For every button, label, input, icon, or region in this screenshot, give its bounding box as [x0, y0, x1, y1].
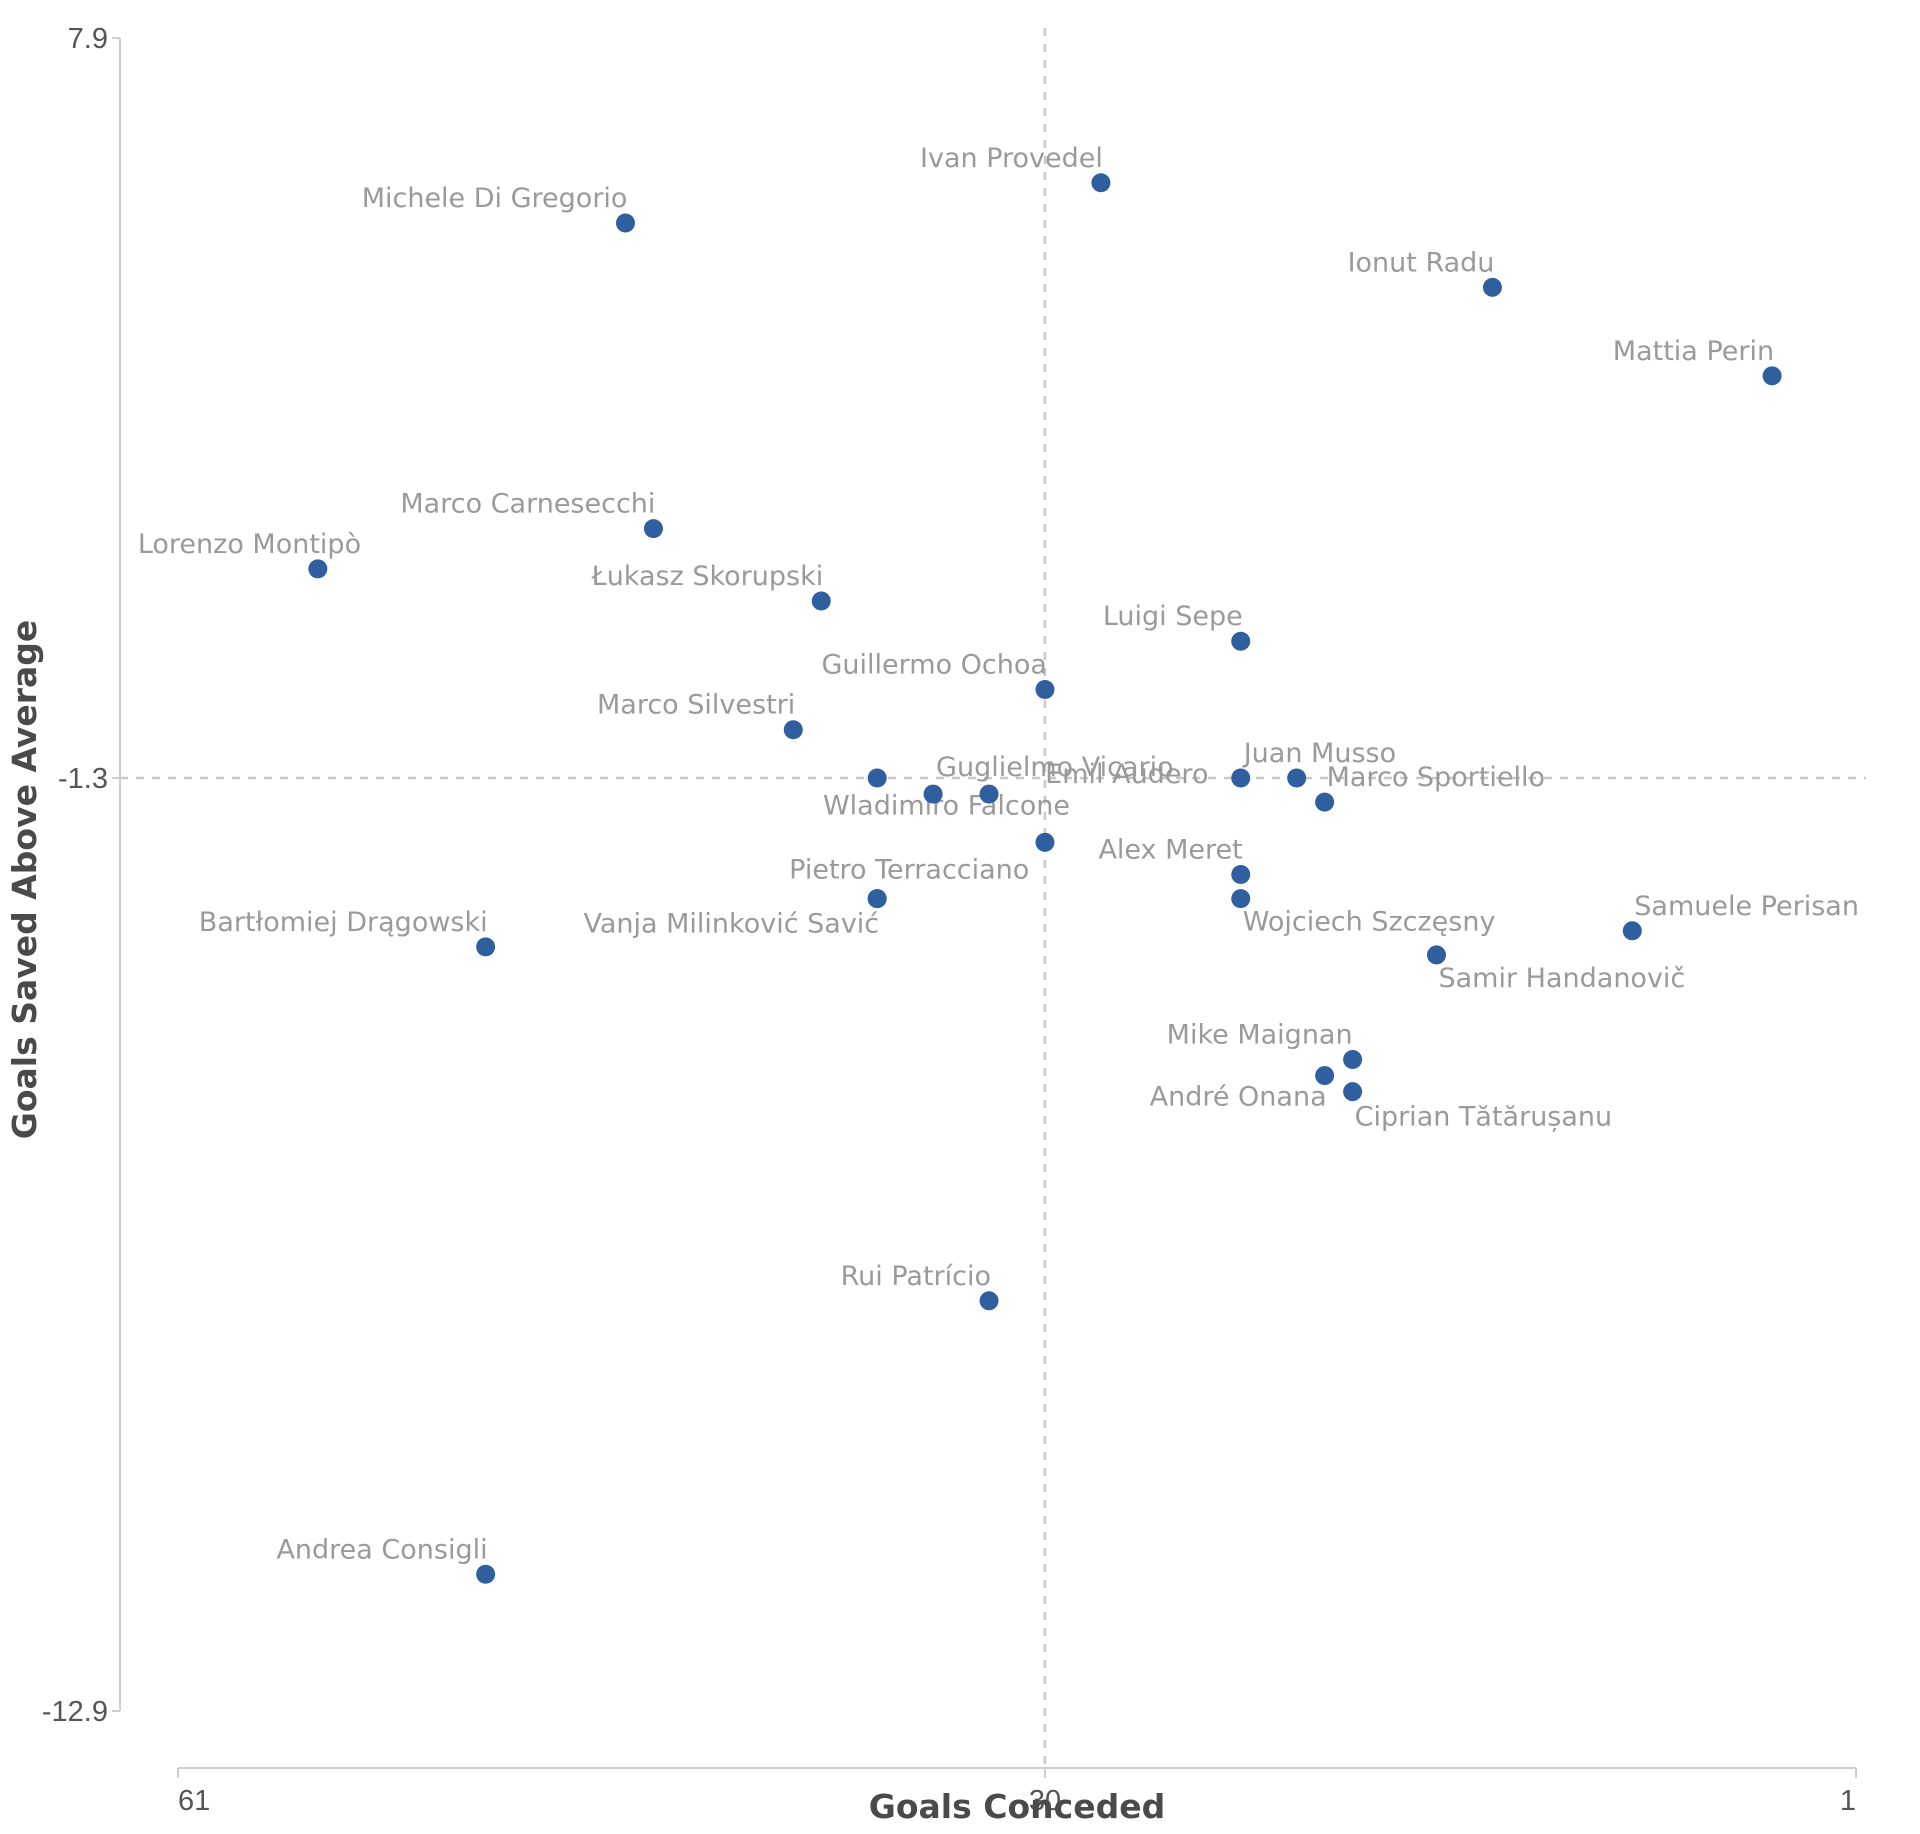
- y-tick-label: 7.9: [68, 23, 108, 55]
- point-label: Łukasz Skorupski: [591, 561, 824, 592]
- x-tick-label: 30: [1029, 1785, 1061, 1817]
- point-label: André Onana: [1150, 1082, 1327, 1113]
- scatter-point: [923, 784, 943, 804]
- point-label: Mike Maignan: [1167, 1019, 1353, 1050]
- point-label: Vanja Milinković Savić: [583, 909, 879, 940]
- point-label: Ionut Radu: [1348, 247, 1495, 278]
- scatter-point: [476, 1564, 496, 1584]
- scatter-point: [867, 768, 887, 788]
- point-label: Mattia Perin: [1613, 336, 1774, 367]
- x-tick-label: 61: [178, 1785, 210, 1817]
- scatter-point: [1315, 792, 1335, 812]
- scatter-point: [811, 591, 831, 611]
- point-label: Ivan Provedel: [920, 143, 1103, 174]
- y-axis-title: Goals Saved Above Average: [5, 620, 44, 1140]
- axes-layer: [119, 28, 1866, 1769]
- point-label: Emil Audero: [1045, 759, 1208, 790]
- point-label: Marco Sportiello: [1327, 762, 1545, 793]
- point-label: Rui Patrício: [841, 1261, 991, 1292]
- scatter-point: [1035, 680, 1055, 700]
- point-label: Guillermo Ochoa: [822, 650, 1047, 681]
- point-label: Samuele Perisan: [1634, 891, 1859, 922]
- x-tick-label: 1: [1840, 1785, 1856, 1817]
- y-tick-label: -1.3: [58, 763, 108, 795]
- point-label: Ciprian Tătărușanu: [1355, 1102, 1613, 1133]
- scatter-point: [615, 213, 635, 233]
- scatter-point: [1231, 768, 1251, 788]
- scatter-point: [1343, 1082, 1363, 1102]
- scatter-point: [1427, 945, 1446, 965]
- scatter-point: [1091, 173, 1111, 193]
- point-label: Alex Meret: [1098, 835, 1242, 866]
- point-label: Juan Musso: [1242, 738, 1396, 769]
- point-label: Marco Silvestri: [597, 690, 795, 721]
- point-label: Guglielmo Vicario: [936, 752, 1174, 783]
- scatter-point: [1231, 889, 1251, 909]
- point-label: Luigi Sepe: [1103, 601, 1243, 632]
- scatter-point: [1035, 832, 1055, 852]
- scatter-point: [979, 784, 999, 804]
- point-label: Bartłomiej Drągowski: [199, 907, 488, 938]
- scatter-point: [783, 720, 803, 740]
- scatter-point: [1482, 277, 1502, 297]
- scatter-point: [1231, 631, 1251, 651]
- scatter-point: [1315, 1066, 1335, 1086]
- point-label: Pietro Terracciano: [789, 855, 1029, 886]
- point-label: Samir Handanovič: [1439, 963, 1686, 994]
- ticks-layer: 7.9 -1.3 -12.9 61 30 1: [42, 23, 1857, 1817]
- scatter-point: [1287, 768, 1307, 788]
- point-label: Michele Di Gregorio: [362, 183, 628, 214]
- point-labels-layer: Ivan Provedel Michele Di Gregorio Ionut Ra…: [138, 143, 1859, 1565]
- point-label: Marco Carnesecchi: [400, 489, 655, 520]
- point-label: Andrea Consigli: [276, 1534, 487, 1565]
- scatter-point: [643, 519, 663, 539]
- scatter-point: [1343, 1049, 1363, 1069]
- scatter-point: [1231, 865, 1251, 884]
- x-axis-title: Goals Conceded: [869, 1787, 1165, 1826]
- scatter-point: [308, 559, 328, 579]
- scatter-point: [867, 889, 887, 909]
- points-layer: [308, 173, 1782, 1584]
- point-label: Wojciech Szczęsny: [1243, 907, 1496, 938]
- point-label: Lorenzo Montipò: [138, 529, 361, 560]
- scatter-point: [1622, 921, 1642, 941]
- scatter-point: [476, 937, 496, 957]
- scatter-point: [979, 1291, 999, 1311]
- y-tick-label: -12.9: [42, 1696, 108, 1728]
- scatter-point: [1762, 366, 1782, 386]
- point-label: Wladimiro Falcone: [823, 790, 1070, 821]
